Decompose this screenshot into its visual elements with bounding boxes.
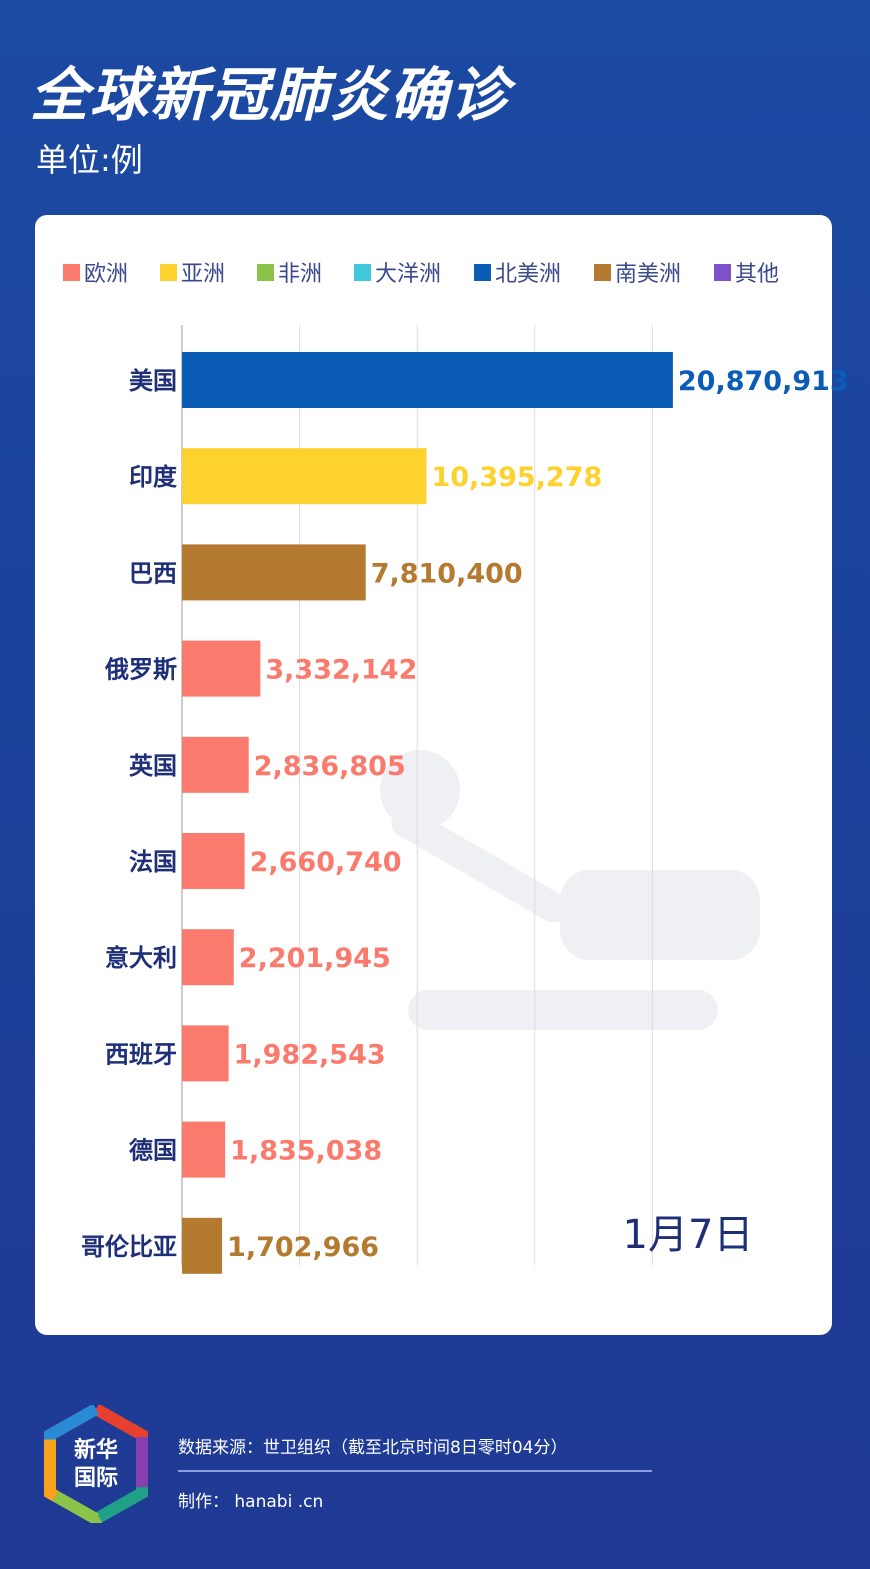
legend-swatch <box>474 264 491 281</box>
bar <box>182 736 249 793</box>
legend-swatch <box>257 264 274 281</box>
value-label: 2,836,805 <box>254 751 406 782</box>
footer-divider <box>178 1470 652 1472</box>
category-label: 美国 <box>129 367 177 395</box>
date-annotation: 1月7日 <box>623 1212 754 1258</box>
value-label: 2,660,740 <box>250 847 402 878</box>
bar <box>182 448 427 505</box>
logo-text-2: 国际 <box>74 1466 118 1491</box>
unit-label: 单位:例 <box>36 141 143 179</box>
page-title: 全球新冠肺炎确诊 <box>30 61 511 129</box>
value-label: 2,201,945 <box>239 943 391 974</box>
watermark-shape <box>391 807 569 923</box>
legend-swatch <box>354 264 371 281</box>
value-label: 20,870,913 <box>678 366 849 397</box>
bar <box>182 1121 226 1178</box>
bar <box>182 1217 223 1274</box>
category-label: 法国 <box>129 848 177 876</box>
credit: 制作： hanabi .cn <box>178 1492 324 1512</box>
value-label: 1,835,038 <box>230 1136 382 1167</box>
category-label: 德国 <box>129 1137 177 1165</box>
bar <box>182 929 234 986</box>
legend-label: 南美洲 <box>615 262 681 287</box>
legend-swatch <box>714 264 731 281</box>
legend-swatch <box>63 264 80 281</box>
value-label: 1,982,543 <box>234 1039 386 1070</box>
category-label: 巴西 <box>129 559 177 587</box>
bar <box>182 544 366 601</box>
bar <box>182 640 261 697</box>
category-label: 英国 <box>129 752 177 780</box>
bar <box>182 352 673 408</box>
legend-label: 非洲 <box>278 262 322 287</box>
category-label: 西班牙 <box>105 1040 177 1068</box>
category-label: 哥伦比亚 <box>81 1233 177 1261</box>
value-label: 7,810,400 <box>371 558 523 589</box>
logo-text-1: 新华 <box>74 1437 118 1463</box>
category-label: 意大利 <box>105 944 177 972</box>
category-label: 印度 <box>129 463 178 491</box>
value-label: 1,702,966 <box>227 1232 379 1263</box>
legend-swatch <box>160 264 177 281</box>
legend-label: 大洋洲 <box>375 262 441 287</box>
xinhua-logo: 新华 国际 <box>44 1405 148 1523</box>
watermark-shape <box>408 990 718 1030</box>
data-source: 数据来源：世卫组织（截至北京时间8日零时04分） <box>178 1438 568 1458</box>
value-label: 3,332,142 <box>265 655 417 686</box>
value-label: 10,395,278 <box>431 462 602 493</box>
legend-label: 北美洲 <box>495 262 561 287</box>
bar <box>182 1025 229 1082</box>
watermark-shape <box>560 870 760 960</box>
legend-label: 其他 <box>735 262 779 287</box>
legend-label: 亚洲 <box>181 262 225 287</box>
legend-label: 欧洲 <box>84 262 128 287</box>
category-label: 俄罗斯 <box>104 656 177 684</box>
bar <box>182 833 245 889</box>
legend-swatch <box>594 264 611 281</box>
